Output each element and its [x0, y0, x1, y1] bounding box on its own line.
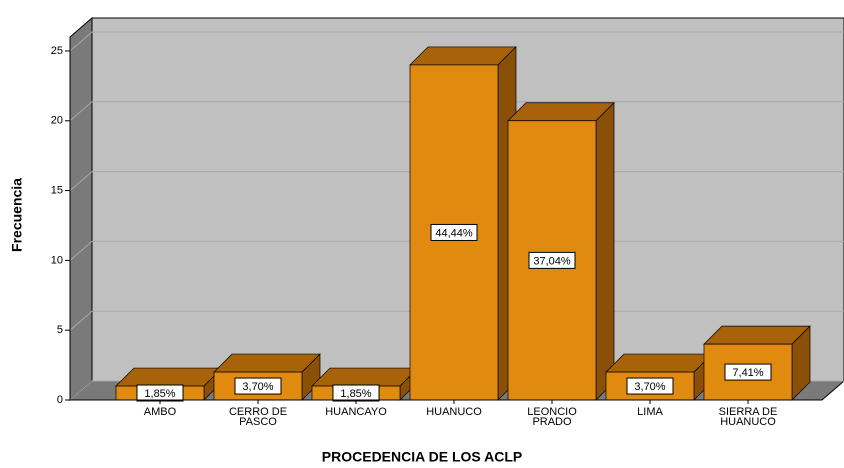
y-tick-label: 0: [57, 394, 63, 406]
value-label: 1,85%: [144, 388, 175, 400]
bar-top: [213, 353, 321, 373]
value-label: 3,70%: [242, 381, 273, 393]
x-tick-label: CERRO DE PASCO: [228, 406, 288, 428]
x-tick-label: AMBO: [143, 406, 177, 418]
y-tick-label: 25: [51, 45, 63, 57]
bar-side: [595, 101, 615, 401]
x-tick-label: HUANUCO: [426, 406, 482, 418]
value-label: 1,85%: [340, 388, 371, 400]
bar-top: [115, 367, 223, 387]
value-label: 44,44%: [435, 227, 473, 239]
x-axis-title: PROCEDENCIA DE LOS ACLP: [322, 449, 522, 465]
value-label-box: [234, 377, 282, 395]
y-tick-label: 15: [51, 184, 63, 196]
value-label-box: [528, 251, 576, 269]
grid-line: [69, 31, 844, 52]
bar-top: [507, 102, 615, 122]
bar-top: [311, 367, 419, 387]
y-tick-label: 10: [51, 254, 63, 266]
value-label-box: [724, 363, 772, 381]
y-tick-label: 5: [57, 324, 63, 336]
y-axis-title: Frecuencia: [9, 178, 25, 252]
grid-line: [69, 101, 844, 122]
x-tick-label: LIMA: [637, 406, 663, 418]
value-label: 37,04%: [533, 255, 571, 267]
x-tick-label: SIERRA DE HUANUCO: [718, 406, 778, 428]
bar-top: [409, 46, 517, 66]
value-label: 3,70%: [634, 381, 665, 393]
y-tick-label: 20: [51, 115, 63, 127]
x-tick-label: HUANCAYO: [325, 406, 387, 418]
bar-top: [605, 353, 713, 373]
value-label-box: [626, 377, 674, 395]
x-tick-label: LEONCIO PRADO: [527, 406, 577, 428]
value-label-box: [430, 223, 478, 241]
side-wall: [69, 16, 93, 402]
bar-top: [703, 325, 811, 345]
value-label: 7,41%: [732, 367, 763, 379]
